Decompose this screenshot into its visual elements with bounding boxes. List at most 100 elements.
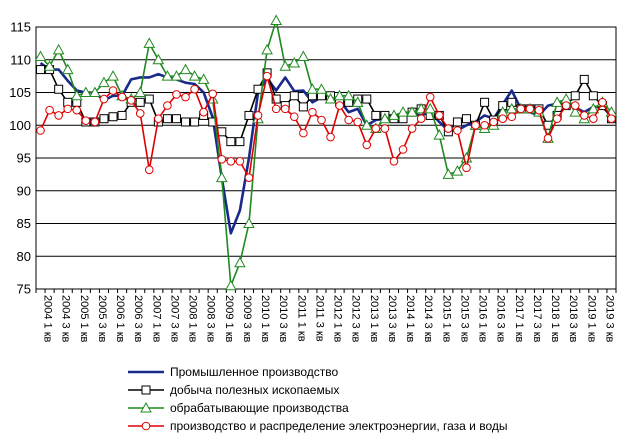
- x-tick-label: 2017 3 кв: [531, 295, 543, 343]
- utilities-point: [398, 145, 408, 154]
- legend-swatch-marker: [140, 401, 152, 413]
- manufacturing-point: [43, 60, 56, 71]
- manufacturing-point: [79, 86, 92, 97]
- manufacturing-point: [315, 83, 328, 94]
- series-group: [34, 14, 618, 291]
- utilities-point: [235, 156, 245, 166]
- utilities-point: [99, 94, 109, 104]
- mining-point: [171, 114, 181, 124]
- utilities-point: [589, 114, 598, 123]
- manufacturing-point: [215, 171, 228, 183]
- y-tick-label: 105: [9, 85, 31, 100]
- utilities-point: [208, 89, 218, 99]
- manufacturing-point: [306, 83, 319, 94]
- utilities-point: [271, 104, 281, 114]
- x-tick-label: 2011 1 кв: [295, 295, 307, 342]
- utilities-point: [172, 90, 181, 99]
- utilities-point: [344, 115, 353, 125]
- legend-swatch-marker: [141, 421, 151, 431]
- manufacturing-point: [297, 50, 310, 61]
- utilities-point: [280, 104, 290, 114]
- manufacturing-point: [61, 63, 74, 75]
- utilities-point: [380, 124, 390, 133]
- mining-point: [452, 117, 462, 127]
- x-tick-label: 2011 3 кв: [313, 295, 325, 342]
- x-tick-label: 2005 3 кв: [96, 295, 108, 343]
- legend-label: добыча полезных ископаемых: [170, 383, 339, 397]
- series-manufacturing: [34, 14, 618, 291]
- mining-point: [588, 91, 598, 101]
- utilities-point: [108, 86, 118, 95]
- utilities-point: [163, 101, 172, 110]
- mining-point: [244, 110, 254, 120]
- industrial-production-line: [39, 61, 613, 235]
- x-tick-label: 2018 1 кв: [549, 295, 561, 343]
- series-industrial-production: [39, 61, 613, 235]
- utilities-point: [489, 117, 498, 127]
- utilities-point: [45, 105, 54, 115]
- utilities-point: [516, 104, 526, 114]
- utilities-point: [117, 92, 127, 102]
- x-tick-label: 2008 1 кв: [187, 295, 199, 343]
- manufacturing-point: [70, 89, 83, 101]
- manufacturing-point: [551, 96, 563, 107]
- mining-point: [461, 114, 471, 124]
- mining-point: [570, 91, 580, 101]
- manufacturing-point: [224, 279, 237, 291]
- utilities-point: [389, 156, 399, 166]
- x-tick-label: 2012 1 кв: [332, 295, 344, 343]
- manufacturing-point: [270, 14, 283, 25]
- manufacturing-point: [179, 63, 192, 75]
- x-tick-label: 2013 1 кв: [368, 295, 380, 343]
- utilities-point: [326, 132, 335, 142]
- manufacturing-point: [360, 119, 373, 130]
- x-tick-label: 2009 1 кв: [223, 295, 235, 343]
- manufacturing-point: [261, 43, 273, 55]
- manufacturing-point: [451, 165, 464, 176]
- mining-point: [108, 112, 118, 122]
- manufacturing-point: [288, 56, 301, 68]
- utilities-point: [471, 120, 480, 130]
- utilities-point: [36, 126, 45, 135]
- x-tick-label: 2005 1 кв: [78, 295, 90, 343]
- legend-item-mining: добыча полезных ископаемых: [128, 383, 339, 397]
- utilities-point: [253, 111, 263, 120]
- utilities-point: [289, 112, 299, 122]
- utilities-point: [561, 101, 571, 110]
- mining-point: [36, 65, 46, 75]
- utilities-point: [72, 105, 82, 115]
- utilities-point: [444, 124, 453, 133]
- utilities-point: [534, 105, 544, 115]
- utilities-point: [308, 107, 317, 117]
- utilities-point: [579, 111, 589, 120]
- legend-label: производство и распределение электроэнер…: [170, 419, 508, 433]
- grid: [36, 26, 616, 290]
- utilities-point: [607, 114, 616, 123]
- utilities-point: [81, 116, 91, 125]
- utilities-point: [217, 155, 227, 164]
- utilities-point: [543, 134, 553, 143]
- utilities-point: [190, 84, 199, 94]
- manufacturing-point: [342, 89, 355, 101]
- mining-point: [181, 117, 191, 127]
- utilities-point: [407, 124, 417, 133]
- legend: Промышленное производство добыча полезных…: [128, 365, 508, 433]
- legend-item-utilities: производство и распределение электроэнер…: [128, 419, 508, 433]
- manufacturing-point: [52, 43, 65, 55]
- manufacturing-point: [442, 168, 455, 179]
- x-tick-label: 2015 3 кв: [458, 295, 470, 343]
- y-tick-label: 75: [17, 282, 31, 297]
- utilities-point: [453, 126, 462, 135]
- utilities-point: [226, 156, 236, 166]
- x-tick-label: 2008 3 кв: [205, 295, 217, 343]
- manufacturing-point: [143, 37, 156, 48]
- x-tick-label: 2019 1 кв: [585, 295, 597, 343]
- x-tick-label: 2013 3 кв: [386, 295, 398, 343]
- manufacturing-point: [161, 70, 174, 81]
- utilities-point: [353, 117, 363, 127]
- utilities-point: [63, 104, 73, 114]
- utilities-point: [525, 104, 535, 114]
- manufacturing-point: [587, 102, 600, 114]
- utilities-point: [371, 124, 381, 133]
